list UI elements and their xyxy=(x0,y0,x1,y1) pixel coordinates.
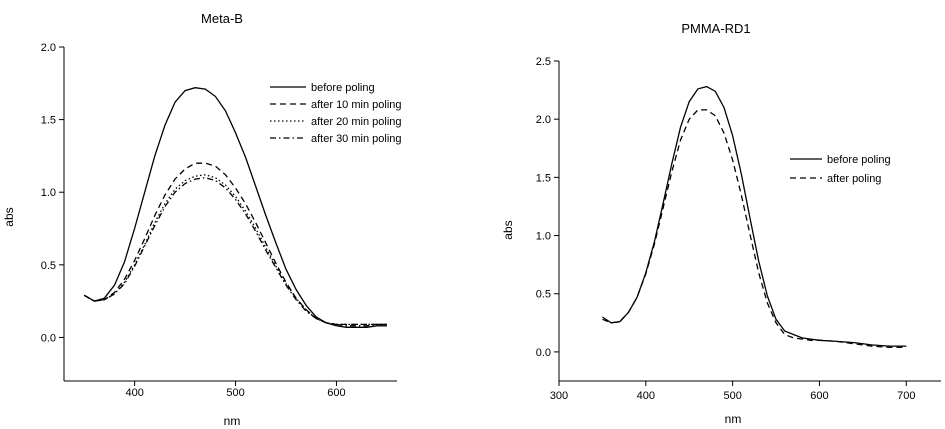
series-group xyxy=(602,85,907,348)
x-tick-label: 600 xyxy=(327,387,345,399)
x-tick-label: 700 xyxy=(897,390,915,402)
x-tick-label: 400 xyxy=(125,387,143,399)
series-line-dashdot xyxy=(83,177,387,327)
x-tick-label: 400 xyxy=(637,390,655,402)
x-tick-label: 500 xyxy=(226,387,244,399)
y-tick-label: 1.5 xyxy=(41,115,56,127)
x-axis-title: nm xyxy=(224,414,241,428)
y-tick-label: 0.5 xyxy=(536,289,551,301)
legend-label: before poling xyxy=(311,82,375,94)
legend-item: after 10 min poling xyxy=(270,99,402,111)
legend-item: after 30 min poling xyxy=(270,133,402,145)
legend-label: after 30 min poling xyxy=(311,133,402,145)
legend-label: after poling xyxy=(827,173,881,185)
x-tick-label: 600 xyxy=(810,390,828,402)
y-ticks: 0.0 0.5 1.0 1.5 2.0 2.5 xyxy=(536,56,559,359)
y-tick-label: 2.5 xyxy=(536,56,551,68)
y-tick-label: 0.0 xyxy=(536,347,551,359)
legend: before poling after 10 min poling after … xyxy=(270,82,402,145)
x-tick-label: 300 xyxy=(550,390,568,402)
chart-title: PMMA-RD1 xyxy=(681,21,750,36)
y-tick-label: 1.0 xyxy=(536,231,551,243)
y-tick-label: 1.5 xyxy=(536,172,551,184)
series-line-solid xyxy=(602,85,907,347)
legend: before poling after poling xyxy=(790,154,891,185)
legend-label: before poling xyxy=(827,154,891,166)
chart-title: Meta-B xyxy=(201,11,243,26)
y-tick-label: 0.5 xyxy=(41,260,56,272)
series-line-solid xyxy=(83,87,387,328)
legend-item: after poling xyxy=(790,173,881,185)
y-tick-label: 1.0 xyxy=(41,187,56,199)
legend-item: before poling xyxy=(790,154,891,166)
x-ticks: 400 500 600 xyxy=(125,381,346,399)
y-axis-title: abs xyxy=(2,207,16,226)
series-line-dotted xyxy=(83,174,387,326)
y-axis-title: abs xyxy=(501,220,515,239)
legend-label: after 10 min poling xyxy=(311,99,402,111)
series-line-dashed xyxy=(602,109,907,348)
y-tick-label: 2.0 xyxy=(536,114,551,126)
y-ticks: 0.0 0.5 1.0 1.5 2.0 xyxy=(41,42,64,344)
chart-meta-b: Meta-B 0.00.51.01.52.0 400 500 600 abs nm … xyxy=(2,11,402,428)
x-ticks: 300 400 500 600 700 xyxy=(550,381,915,402)
y-tick-label: 0.0 xyxy=(41,332,56,344)
y-tick-label: 2.0 xyxy=(41,42,56,54)
legend-label: after 20 min poling xyxy=(311,116,402,128)
x-tick-label: 500 xyxy=(723,390,741,402)
legend-item: before poling xyxy=(270,82,375,94)
x-axis-title: nm xyxy=(725,412,742,426)
chart-pmma-rd1: PMMA-RD1 0.0 0.5 1.0 1.5 2.0 2.5 300 400 500 600… xyxy=(501,21,941,426)
legend-item: after 20 min poling xyxy=(270,116,402,128)
series-group xyxy=(83,87,387,328)
